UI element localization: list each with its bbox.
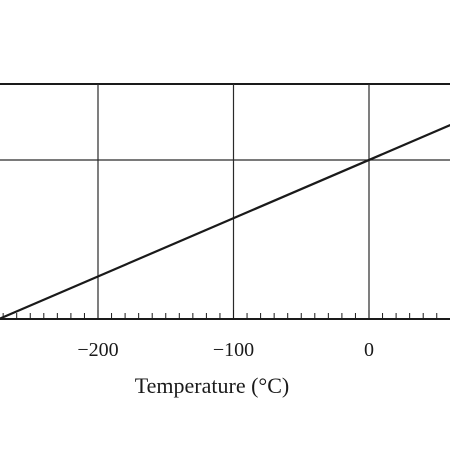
x-tick-label-0: −200 <box>77 339 118 361</box>
grid-layer <box>0 83 450 320</box>
tick-label-layer: −200 −100 0 <box>77 339 374 361</box>
x-axis-title: Temperature (°C) <box>135 373 289 398</box>
x-tick-label-2: 0 <box>364 339 374 361</box>
series-line-0 <box>0 124 450 320</box>
minor-tick-layer <box>2 310 438 319</box>
series-layer <box>0 124 450 320</box>
x-tick-label-1: −100 <box>213 339 254 361</box>
